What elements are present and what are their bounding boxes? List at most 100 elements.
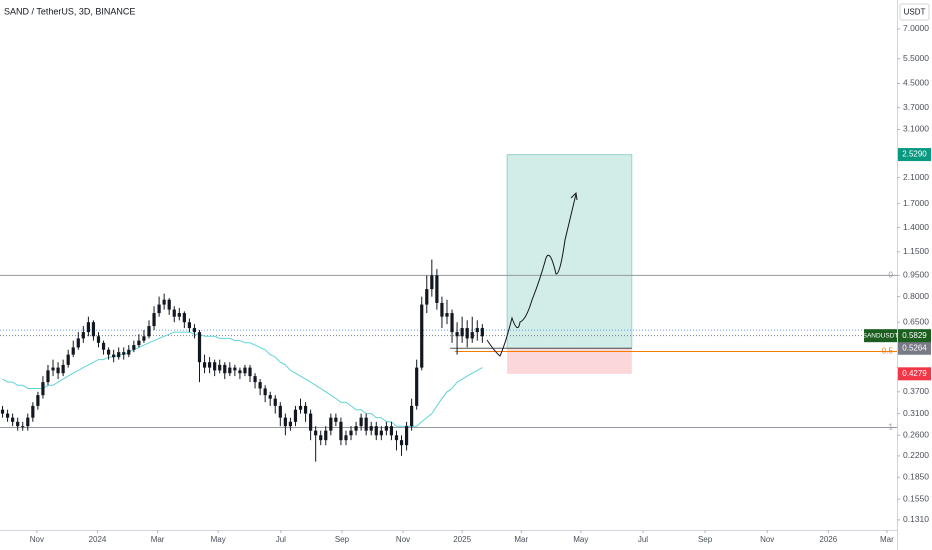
candle-body [288, 421, 293, 427]
candle-body [101, 342, 106, 350]
candle-body [334, 417, 338, 422]
candle-body [349, 430, 353, 436]
candle-body [404, 426, 409, 446]
y-tick-label: 3.7000 [903, 102, 929, 112]
y-tick-label: 0.2200 [903, 450, 929, 460]
candle-body [0, 409, 5, 414]
candle-body [430, 275, 434, 290]
candle-body [374, 426, 378, 436]
y-tick-label: 5.5000 [903, 53, 929, 63]
candle-body [142, 336, 146, 341]
fib-label: 1 [889, 423, 894, 432]
x-tick-label: Mar [151, 535, 165, 544]
candle-body [258, 382, 262, 389]
candle-body [122, 352, 126, 355]
candle-body [167, 299, 171, 310]
candle-body [127, 349, 131, 355]
candle-body [192, 328, 197, 333]
x-tick-label: Mar [880, 535, 894, 544]
last-price-box [898, 329, 931, 343]
y-tick-label: 0.2600 [903, 430, 929, 440]
candle-body [324, 430, 328, 441]
x-tick-label: Jul [638, 535, 648, 544]
y-tick-label: 0.1850 [903, 472, 929, 482]
candle-body [243, 367, 247, 374]
candle-body [61, 364, 65, 374]
currency-button[interactable] [899, 3, 930, 21]
candle-body [11, 417, 15, 422]
candle-body [268, 395, 272, 399]
profit-zone [506, 154, 633, 349]
candle-body [96, 336, 101, 343]
y-tick-label: 0.6500 [903, 316, 929, 326]
y-tick-label: 2.1000 [903, 172, 929, 182]
fib-label: 0.5 [882, 347, 894, 356]
x-tick-label: Jul [276, 535, 286, 544]
candle-body [172, 309, 176, 317]
y-tick-label: 0.1310 [903, 514, 929, 524]
y-tick-label: 1.1500 [903, 246, 929, 256]
candle-body [314, 430, 318, 436]
candle-body [329, 417, 333, 431]
candle-body [248, 367, 252, 377]
candle-body [344, 435, 348, 441]
x-tick-label: Sep [698, 535, 713, 544]
candle-body [384, 426, 388, 431]
projection-path [486, 193, 577, 357]
candle-body [197, 332, 202, 363]
candle-body [354, 426, 358, 431]
candle-body [455, 332, 459, 337]
candle-body [117, 352, 121, 358]
x-tick-label: Sep [335, 535, 350, 544]
candle-body [435, 275, 439, 303]
candle-body [66, 354, 70, 365]
fib-label: 0 [889, 271, 894, 280]
candle-body [21, 426, 25, 428]
candle-body [36, 395, 40, 406]
y-tick-label: 3.1000 [903, 124, 929, 134]
candle-body [213, 362, 217, 371]
candle-body [253, 376, 257, 383]
candle-body [278, 405, 282, 418]
target-box [898, 148, 931, 162]
x-tick-label: 2026 [819, 535, 837, 544]
candle-body [56, 367, 60, 374]
candle-body [309, 413, 313, 431]
y-tick-label: 0.9500 [903, 270, 929, 280]
x-tick-label: May [211, 535, 226, 544]
candle-body [283, 417, 287, 427]
x-tick-label: Nov [396, 535, 410, 544]
candle-body [137, 340, 141, 346]
candle-body [465, 328, 469, 339]
candle-body [394, 435, 399, 441]
moving-average [2, 331, 483, 427]
candle-body [475, 328, 479, 333]
y-tick-label: 0.1550 [903, 493, 929, 503]
candle-body [228, 367, 232, 374]
candle-body [470, 332, 474, 339]
candle-body [460, 328, 464, 337]
entry-box [898, 341, 931, 355]
candle-body [16, 421, 20, 427]
candle-body [420, 304, 424, 368]
y-tick-label: 0.3100 [903, 408, 929, 418]
projection-arrow [570, 191, 578, 201]
candle-body [450, 313, 454, 333]
y-tick-label: 1.7000 [903, 198, 929, 208]
candle-body [46, 370, 50, 383]
x-tick-label: 2025 [453, 535, 471, 544]
candle-body [218, 364, 222, 371]
candle-body [182, 313, 186, 323]
candle-body [415, 367, 419, 406]
y-tick-label: 1.4000 [903, 222, 929, 232]
symbol-box [864, 329, 897, 343]
candle-body [51, 367, 55, 371]
candle-body [132, 345, 136, 350]
candle-body [445, 313, 449, 317]
candle-body [223, 364, 227, 374]
candle-body [379, 430, 383, 436]
loss-zone [507, 348, 632, 374]
candle-body [399, 440, 404, 446]
candle-body [5, 413, 10, 418]
symbol-label: SANDUSDT [863, 332, 899, 339]
